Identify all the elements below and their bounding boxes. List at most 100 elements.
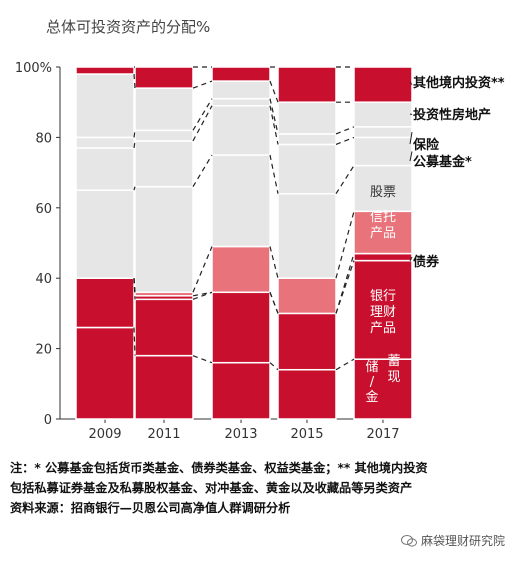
connector-line — [192, 154, 213, 187]
bar-segment — [134, 66, 194, 89]
connector-line — [192, 291, 213, 297]
connector-line — [269, 246, 279, 279]
wechat-icon — [400, 534, 417, 547]
bar-segment — [277, 101, 337, 135]
inside-label-trust: 产品 — [370, 226, 396, 241]
bar-segment — [134, 87, 194, 132]
bar-segment — [211, 66, 271, 82]
bar-segment — [75, 66, 135, 75]
series-label: 保险 — [412, 137, 440, 153]
label-leader-line — [409, 151, 413, 162]
connector-line — [269, 105, 279, 145]
bar-segment — [277, 368, 337, 420]
bar-segment — [353, 66, 413, 103]
connector-line — [269, 362, 279, 371]
connector-line — [133, 278, 136, 293]
connector-lines — [133, 66, 355, 371]
series-label: 公募基金* — [413, 154, 472, 170]
label-leader-line — [409, 113, 413, 116]
series-label: 其他境内投资** — [413, 75, 505, 91]
connector-line — [335, 126, 355, 135]
connector-line — [335, 165, 355, 195]
bar-segment — [134, 129, 194, 142]
bar-segment — [277, 312, 337, 371]
x-tick-label: 2015 — [290, 427, 323, 442]
x-tick-label: 2009 — [88, 427, 121, 442]
bars — [75, 66, 413, 420]
y-tick-label: 80 — [35, 131, 52, 146]
connector-line — [335, 358, 355, 371]
x-tick-label: 2013 — [224, 427, 257, 442]
connector-line — [133, 140, 136, 149]
connector-line — [192, 355, 213, 364]
connector-line — [335, 253, 355, 314]
bar-segment — [211, 104, 271, 156]
y-tick-label: 60 — [35, 202, 52, 217]
bar-segment — [353, 126, 413, 139]
stacked-bar-chart: 总体可投资资产的分配% 0 20 40 60 80 100% 2009 2011 2013 201… — [15, 18, 505, 442]
bar-segment — [75, 136, 135, 149]
inside-label-stock: 股票 — [370, 185, 396, 200]
x-tick-label: 2017 — [366, 427, 399, 442]
bar-segment — [75, 189, 135, 279]
bar-segment — [277, 66, 337, 103]
connector-line — [133, 327, 136, 356]
connector-line — [192, 246, 213, 293]
watermark-text: 麻袋理财研究院 — [420, 534, 505, 548]
chart-title: 总体可投资资产的分配% — [46, 18, 210, 36]
connector-line — [335, 211, 355, 279]
bar-segment — [211, 361, 271, 420]
inside-label-savings: 蓄 — [387, 354, 400, 369]
bar-segment — [277, 277, 337, 315]
inside-label-savings: 金 — [365, 389, 378, 405]
footnote-line-2: 包括私募证券基金及私募股权基金、对冲基金、黄金以及收藏品等另类资产 — [10, 481, 413, 495]
watermark: 麻袋理财研究院 — [400, 532, 505, 549]
x-tick-label: 2011 — [147, 427, 180, 442]
bar-segment — [277, 192, 337, 279]
bar-segment — [134, 140, 194, 188]
y-tick-label: 20 — [35, 343, 52, 358]
connector-line — [192, 98, 213, 131]
connector-line — [269, 292, 279, 314]
bar-segment — [75, 326, 135, 420]
connector-line — [192, 105, 213, 142]
inside-label-wealth: 产品 — [370, 321, 396, 336]
connector-line — [133, 73, 136, 89]
footnote-line-1: 注：* 公募基金包括货币类基金、债券类基金、权益类基金；** 其他境内投资 — [10, 461, 428, 475]
bar-segment — [353, 358, 413, 420]
label-leader-line — [409, 81, 413, 85]
connector-line — [192, 80, 213, 89]
footnote: 注：* 公募基金包括货币类基金、债券类基金、权益类基金；** 其他境内投资 包括… — [10, 458, 515, 518]
bar-segment — [211, 97, 271, 107]
axes: 0 20 40 60 80 100% 2009 2011 2013 2015 2017 — [15, 61, 407, 442]
connector-line — [269, 98, 279, 135]
inside-label-wealth: 理财 — [370, 305, 396, 320]
connector-line — [335, 136, 355, 145]
footnote-line-3: 资料来源：招商银行—贝恩公司高净值人群调研分析 — [10, 501, 291, 515]
bar-segment — [211, 154, 271, 248]
series-label: 投资性房地产 — [413, 107, 491, 123]
label-leader-line — [409, 132, 413, 145]
bar-segment — [75, 147, 135, 191]
bar-segment — [277, 143, 337, 195]
bar-segment — [353, 101, 413, 128]
bar-segment — [211, 80, 271, 100]
bar-segment — [134, 185, 194, 294]
bar-segment — [211, 245, 271, 294]
bar-segment — [134, 354, 194, 420]
connector-line — [269, 80, 279, 103]
series-label: 债券 — [413, 254, 440, 270]
bar-segment — [353, 252, 413, 262]
label-leader-line — [409, 256, 413, 262]
y-tick-label: 40 — [35, 272, 52, 287]
bar-segment — [277, 133, 337, 146]
inside-label-savings: / — [370, 375, 375, 390]
connector-line — [192, 291, 213, 300]
connector-line — [133, 186, 136, 191]
bar-segment — [211, 291, 271, 364]
inside-label-savings: 现 — [387, 370, 400, 385]
bar-segment — [75, 73, 135, 139]
connector-line — [269, 154, 279, 194]
